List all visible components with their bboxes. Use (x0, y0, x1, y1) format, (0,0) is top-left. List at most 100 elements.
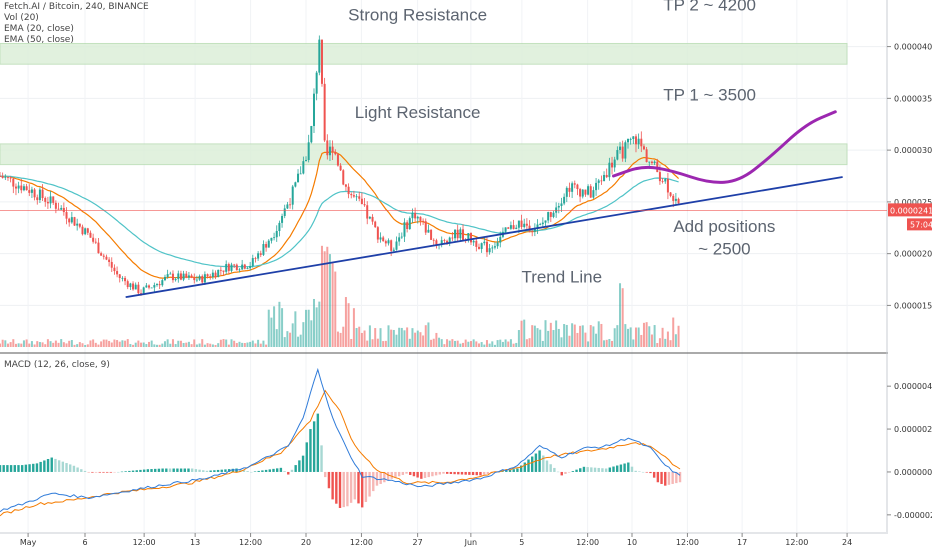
candle[interactable] (477, 246, 480, 249)
candle[interactable] (392, 249, 395, 251)
candle[interactable] (379, 237, 382, 240)
candle[interactable] (581, 189, 584, 197)
candle[interactable] (57, 208, 60, 210)
candle[interactable] (238, 269, 241, 271)
candle[interactable] (539, 224, 542, 225)
candle[interactable] (509, 225, 512, 229)
candle[interactable] (328, 146, 331, 156)
candle[interactable] (0, 176, 1, 177)
candle[interactable] (318, 39, 321, 73)
candle[interactable] (600, 180, 603, 182)
candle[interactable] (105, 256, 108, 260)
candle[interactable] (406, 222, 409, 229)
candle[interactable] (432, 239, 435, 241)
candle[interactable] (246, 268, 249, 269)
candle[interactable] (214, 272, 217, 277)
time-axis[interactable]: May 6 12:00 13 12:00 20 12:00 27 Jun 5 12:00 10 12:0… (20, 533, 852, 547)
last-price-tag[interactable] (888, 203, 932, 217)
candle[interactable] (368, 216, 371, 219)
macd-title[interactable]: MACD (12, 26, close, 9) (4, 360, 110, 370)
candle[interactable] (1, 176, 4, 179)
candle[interactable] (129, 283, 132, 288)
candle[interactable] (132, 283, 135, 290)
candle[interactable] (634, 136, 637, 145)
candle[interactable] (512, 225, 515, 230)
candle[interactable] (86, 228, 89, 233)
candle[interactable] (523, 223, 526, 228)
candle[interactable] (81, 226, 84, 235)
candle[interactable] (158, 284, 161, 286)
candle[interactable] (469, 233, 472, 243)
price-candles[interactable] (0, 35, 680, 296)
candle[interactable] (108, 259, 111, 262)
candle[interactable] (648, 161, 651, 163)
candle[interactable] (70, 217, 73, 223)
candle[interactable] (576, 184, 579, 190)
candle[interactable] (153, 285, 156, 288)
candle[interactable] (243, 264, 246, 269)
candle[interactable] (595, 182, 598, 191)
candle[interactable] (235, 264, 238, 271)
candle[interactable] (198, 276, 201, 280)
candle[interactable] (28, 190, 31, 193)
candle[interactable] (270, 237, 273, 241)
candle[interactable] (352, 195, 355, 197)
candle[interactable] (459, 229, 462, 239)
candle[interactable] (589, 186, 592, 198)
candle[interactable] (289, 204, 292, 206)
candle[interactable] (387, 240, 390, 244)
candle[interactable] (310, 126, 313, 143)
candle[interactable] (100, 253, 103, 256)
candle[interactable] (275, 230, 278, 238)
candle[interactable] (549, 212, 552, 217)
candle[interactable] (640, 138, 643, 147)
candle[interactable] (488, 248, 491, 253)
candle[interactable] (597, 180, 600, 183)
candle[interactable] (206, 274, 209, 277)
candle[interactable] (78, 223, 81, 227)
candle[interactable] (347, 186, 350, 195)
candle[interactable] (531, 230, 534, 232)
candle[interactable] (398, 237, 401, 242)
candle[interactable] (411, 212, 414, 219)
candle[interactable] (222, 270, 225, 272)
candle[interactable] (384, 241, 387, 244)
candle[interactable] (89, 232, 92, 238)
candle[interactable] (315, 72, 318, 94)
candle[interactable] (448, 237, 451, 244)
candle[interactable] (528, 225, 531, 231)
candle[interactable] (291, 186, 294, 205)
candle[interactable] (33, 189, 36, 198)
candle[interactable] (430, 229, 433, 240)
candle[interactable] (44, 198, 47, 202)
candle[interactable] (203, 274, 206, 283)
candle[interactable] (507, 227, 510, 229)
candle[interactable] (650, 161, 653, 164)
candle[interactable] (472, 240, 475, 243)
candle[interactable] (20, 185, 23, 191)
candle[interactable] (342, 170, 345, 185)
candle[interactable] (336, 154, 339, 166)
resistance-zone[interactable] (0, 143, 848, 166)
candle[interactable] (320, 39, 323, 84)
candle[interactable] (658, 172, 661, 182)
candle[interactable] (674, 198, 677, 201)
candle[interactable] (76, 223, 79, 226)
candle[interactable] (241, 264, 244, 270)
candle[interactable] (645, 149, 648, 163)
candle[interactable] (259, 253, 262, 255)
candle[interactable] (201, 276, 204, 283)
candle[interactable] (355, 196, 358, 198)
candle[interactable] (563, 196, 566, 204)
candle[interactable] (251, 258, 254, 266)
candle[interactable] (110, 261, 113, 268)
candle[interactable] (145, 285, 148, 288)
candle[interactable] (520, 220, 523, 228)
candle[interactable] (632, 136, 635, 139)
candle[interactable] (533, 228, 536, 232)
candle[interactable] (12, 178, 15, 187)
candle[interactable] (366, 205, 369, 219)
candle[interactable] (227, 264, 230, 271)
candle[interactable] (305, 159, 308, 162)
